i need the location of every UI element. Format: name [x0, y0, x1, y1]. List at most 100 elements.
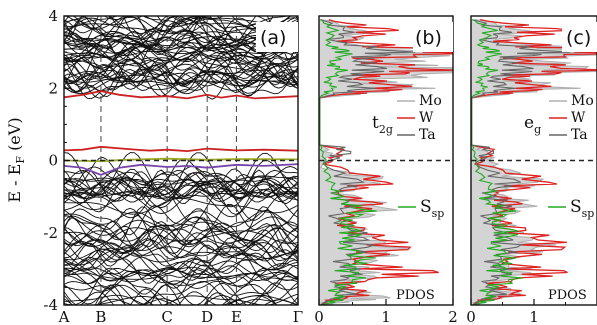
pdos-curves	[319, 18, 453, 305]
band-line	[64, 43, 298, 62]
band-line	[64, 239, 298, 261]
y-tick-label: -2	[43, 224, 58, 242]
band-line	[64, 58, 298, 93]
legend-label: Mo	[571, 93, 594, 109]
pdos-line-w	[471, 18, 597, 305]
band-line	[64, 65, 298, 100]
legend-label: W	[419, 110, 434, 126]
pdos-line-ta	[471, 19, 571, 305]
band-line	[64, 68, 298, 94]
band-line	[64, 267, 298, 290]
band-line	[64, 187, 298, 223]
orbital-label: eg	[524, 113, 541, 136]
pdos-line-s	[471, 19, 523, 305]
band-line	[64, 170, 298, 204]
band-line	[64, 272, 298, 290]
band-line	[64, 214, 298, 257]
band-line	[64, 69, 298, 89]
band-line	[64, 256, 298, 275]
legend-label: W	[571, 110, 586, 126]
y-tick-label: 0	[48, 152, 58, 170]
pdos-annotation: PDOS	[548, 288, 587, 303]
legend-label: Ssp	[420, 197, 444, 220]
band-line	[96, 283, 277, 305]
panel-c-label: (c)	[566, 27, 591, 49]
pdos-curves	[471, 18, 597, 305]
band-line	[64, 248, 298, 266]
band-line	[64, 181, 298, 203]
band-line	[64, 177, 298, 201]
band-line	[64, 165, 298, 186]
highlighted-band	[64, 145, 298, 153]
band-line	[64, 53, 298, 76]
y-tick-label: 2	[48, 79, 58, 97]
band-line	[64, 71, 298, 96]
pdos-line-mo	[471, 19, 597, 305]
kpoint-label: C	[161, 308, 172, 325]
x-tick-label: 2	[448, 308, 458, 325]
ssp-label: Ssp	[548, 197, 594, 220]
highlighted-band	[64, 90, 298, 100]
band-line	[64, 16, 298, 50]
kpoint-label: Γ	[293, 308, 303, 325]
kpoint-label: A	[58, 308, 70, 325]
x-tick-label: 1	[529, 308, 539, 325]
band-line	[64, 31, 298, 54]
band-line	[64, 227, 298, 248]
band-line	[64, 215, 298, 236]
panel-a-label: (a)	[260, 27, 286, 49]
pdos-annotation: PDOS	[396, 288, 435, 303]
band-line	[88, 295, 298, 305]
panel-b-label: (b)	[415, 27, 442, 49]
band-line	[64, 50, 298, 71]
legend-label: Ta	[571, 127, 588, 143]
band-line	[64, 234, 298, 267]
band-line	[64, 63, 298, 89]
band-line	[64, 238, 298, 260]
band-line	[64, 264, 298, 305]
panel-a: 4 2 0 -2 -4 A B C D E Γ (a) E - EF (eV)	[5, 7, 303, 325]
band-line	[64, 169, 298, 201]
orbital-label: t2g	[372, 113, 393, 136]
band-line	[64, 42, 298, 57]
pdos-line-mo	[319, 19, 453, 305]
y-tick-label: -4	[43, 296, 58, 314]
highlighted-band	[64, 163, 298, 176]
legend-label: Mo	[419, 93, 442, 109]
band-line	[64, 188, 298, 218]
band-line	[64, 152, 298, 196]
band-line	[64, 207, 298, 233]
band-line	[64, 216, 298, 254]
band-line	[64, 210, 298, 228]
y-axis-ticks: 4 2 0 -2 -4	[43, 7, 70, 314]
band-line	[64, 245, 298, 270]
legend-label: Ssp	[570, 197, 594, 220]
x-axis-ticks: 0 1 2	[314, 299, 458, 325]
kpoint-label: D	[201, 308, 213, 325]
band-line	[64, 295, 298, 305]
band-line	[103, 16, 281, 32]
band-line	[64, 57, 298, 80]
x-tick-label: 0	[466, 308, 476, 325]
legend-label: Ta	[419, 127, 436, 143]
kpoint-label: B	[95, 308, 106, 325]
band-line	[64, 242, 298, 284]
band-line	[64, 178, 298, 199]
band-line	[64, 281, 298, 305]
x-tick-label: 1	[381, 308, 391, 325]
kpoint-label: E	[231, 308, 242, 325]
band-line	[64, 221, 298, 252]
band-line	[64, 171, 298, 209]
pdos-line-s	[319, 19, 377, 305]
y-tick-label: 4	[48, 7, 58, 25]
band-lines	[64, 16, 298, 305]
band-line	[64, 76, 298, 95]
band-line	[64, 225, 298, 248]
